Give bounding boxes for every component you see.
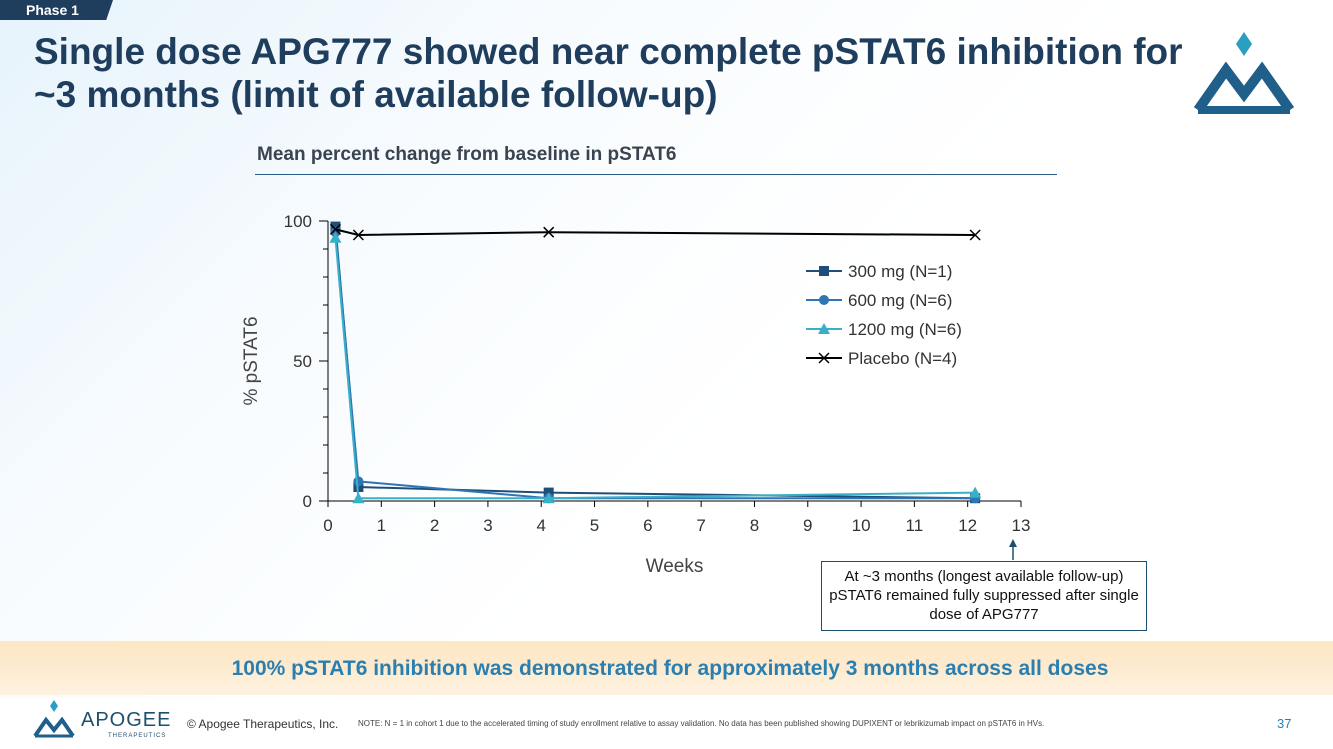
- x-tick-label: 9: [803, 516, 812, 535]
- x-tick-label: 4: [536, 516, 545, 535]
- data-point-1-1: [353, 476, 364, 487]
- footer-logo: APOGEE THERAPEUTICS: [33, 700, 171, 739]
- copyright: © Apogee Therapeutics, Inc.: [187, 717, 339, 731]
- data-point-3-3: [969, 229, 981, 241]
- page-number: 37: [1277, 716, 1292, 731]
- legend-label-1: 600 mg (N=6): [848, 291, 952, 310]
- y-tick-label: 50: [293, 352, 312, 371]
- footer-logo-sub: THERAPEUTICS: [108, 733, 166, 739]
- chart-title: Mean percent change from baseline in pST…: [257, 144, 677, 165]
- data-point-3-0: [329, 223, 341, 235]
- legend-label-2: 1200 mg (N=6): [848, 320, 962, 339]
- series-line-2: [334, 237, 976, 500]
- data-point-2-3: [969, 486, 982, 498]
- x-tick-label: 12: [958, 516, 977, 535]
- x-tick-label: 5: [590, 516, 599, 535]
- legend-marker-0: [819, 266, 829, 276]
- footer-note: NOTE: N = 1 in cohort 1 due to the accel…: [358, 719, 1045, 728]
- x-tick-label: 13: [1012, 516, 1031, 535]
- x-tick-label: 11: [906, 516, 924, 535]
- x-tick-label: 0: [323, 516, 332, 535]
- data-point-2-0: [329, 231, 342, 243]
- data-point-2-2: [542, 492, 555, 504]
- legend-label-0: 300 mg (N=1): [848, 262, 952, 281]
- data-point-3-2: [543, 226, 555, 238]
- banner-text: 100% pSTAT6 inhibition was demonstrated …: [231, 657, 1109, 680]
- y-tick-label: 0: [303, 492, 312, 511]
- legend-marker-3: [818, 352, 830, 364]
- chart-title-underline: [255, 174, 1057, 175]
- data-point-2-1: [352, 492, 365, 504]
- data-point-3-1: [352, 229, 364, 241]
- x-tick-label: 6: [643, 516, 652, 535]
- banner: [0, 641, 1333, 695]
- callout-box: At ~3 months (longest available follow-u…: [821, 561, 1147, 631]
- y-axis-label: % pSTAT6: [241, 316, 262, 405]
- x-tick-label: 7: [696, 516, 705, 535]
- y-tick-label: 100: [284, 212, 312, 231]
- apogee-logo-icon: [33, 700, 75, 738]
- slide-title: Single dose APG777 showed near complete …: [34, 31, 1183, 115]
- x-tick-label: 3: [483, 516, 492, 535]
- series-line-3: [335, 228, 976, 237]
- footer-logo-name: APOGEE: [81, 709, 171, 731]
- x-tick-label: 2: [430, 516, 439, 535]
- data-point-0-0: [330, 221, 341, 232]
- x-tick-label: 10: [852, 516, 871, 535]
- apogee-logo-icon: [1193, 32, 1295, 114]
- legend-marker-1: [819, 295, 829, 305]
- legend-marker-2: [818, 323, 830, 334]
- x-tick-label: 8: [750, 516, 759, 535]
- legend-label-3: Placebo (N=4): [848, 349, 957, 368]
- phase-tab: Phase 1: [0, 0, 113, 20]
- footer: [0, 698, 1333, 749]
- x-tick-label: 1: [377, 516, 386, 535]
- x-axis-label: Weeks: [646, 556, 704, 577]
- callout-arrowhead: [1009, 539, 1017, 547]
